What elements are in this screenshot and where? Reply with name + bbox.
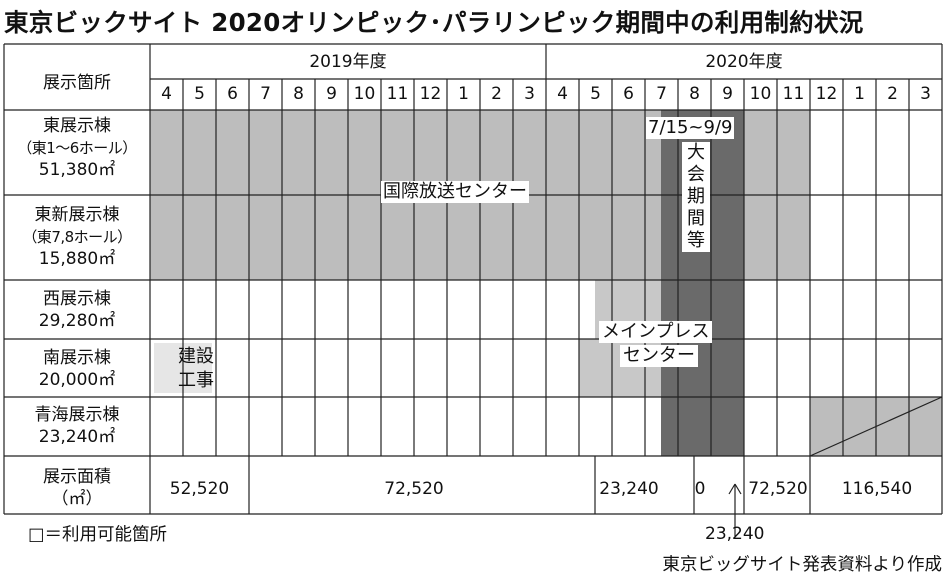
area-value-5: 72,520	[748, 479, 808, 499]
row-label-aomi: 青海展示棟 23,240㎡	[34, 405, 120, 447]
month-label: 11	[782, 84, 805, 104]
month-label: 6	[623, 84, 634, 104]
area-value-1: 52,520	[169, 479, 230, 499]
month-label: 4	[557, 84, 568, 104]
month-label: 6	[227, 84, 238, 104]
legend: □＝利用可能箇所	[28, 525, 168, 545]
area-value-3: 23,240	[599, 479, 659, 499]
row-label-west: 西展示棟 29,280㎡	[38, 289, 116, 331]
month-label: 10	[353, 84, 376, 104]
month-label: 8	[293, 84, 304, 104]
month-label: 2	[887, 84, 898, 104]
row-label-east-new: 東新展示棟 （東7,8ホール） 15,880㎡	[22, 205, 132, 269]
month-label: 9	[722, 84, 733, 104]
area-value-6: 116,540	[841, 479, 913, 499]
month-label: 3	[524, 84, 535, 104]
month-label: 7	[260, 84, 271, 104]
games-dates-label: 7/15~9/9	[646, 117, 735, 139]
year-2020-header: 2020年度	[705, 52, 783, 72]
month-label: 3	[920, 84, 931, 104]
games-period-label: 大会期間等	[682, 142, 710, 252]
annotation-arrow-head-left	[728, 483, 736, 495]
row-label-area: 展示面積 （㎡）	[43, 467, 111, 509]
month-label: 12	[419, 84, 442, 104]
year-2019-header: 2019年度	[309, 52, 387, 72]
month-label: 1	[458, 84, 469, 104]
page-title: 東京ビックサイト 2020オリンピック･パラリンピック期間中の利用制約状況	[4, 8, 864, 37]
annotation-arrow-head-right	[734, 483, 742, 495]
month-label: 8	[689, 84, 700, 104]
facility-header: 展示箇所	[43, 73, 111, 93]
month-label: 5	[194, 84, 205, 104]
area-value-2: 72,520	[384, 479, 444, 499]
aomi-diagonal	[809, 396, 943, 457]
ibc-label: 国際放送センター	[381, 181, 529, 203]
month-label: 12	[815, 84, 838, 104]
month-label: 5	[590, 84, 601, 104]
area-annotation: 23,240	[705, 524, 765, 544]
source-note: 東京ビッグサイト発表資料より作成	[662, 555, 942, 575]
month-label: 9	[326, 84, 337, 104]
month-label: 2	[491, 84, 502, 104]
row-label-south: 南展示棟 20,000㎡	[38, 348, 116, 390]
month-label: 10	[749, 84, 772, 104]
row-label-east: 東展示棟 （東1～6ホール） 51,380㎡	[17, 116, 137, 180]
month-label: 11	[386, 84, 409, 104]
mpc-label-2: センター	[620, 345, 698, 367]
mpc-label-1: メインプレス	[599, 321, 713, 343]
area-value-4: 0	[694, 479, 706, 499]
month-label: 1	[854, 84, 865, 104]
month-label: 4	[161, 84, 172, 104]
mpc-bar-south	[579, 339, 595, 397]
construction-label: 建設 工事	[178, 346, 214, 391]
month-label: 7	[656, 84, 667, 104]
